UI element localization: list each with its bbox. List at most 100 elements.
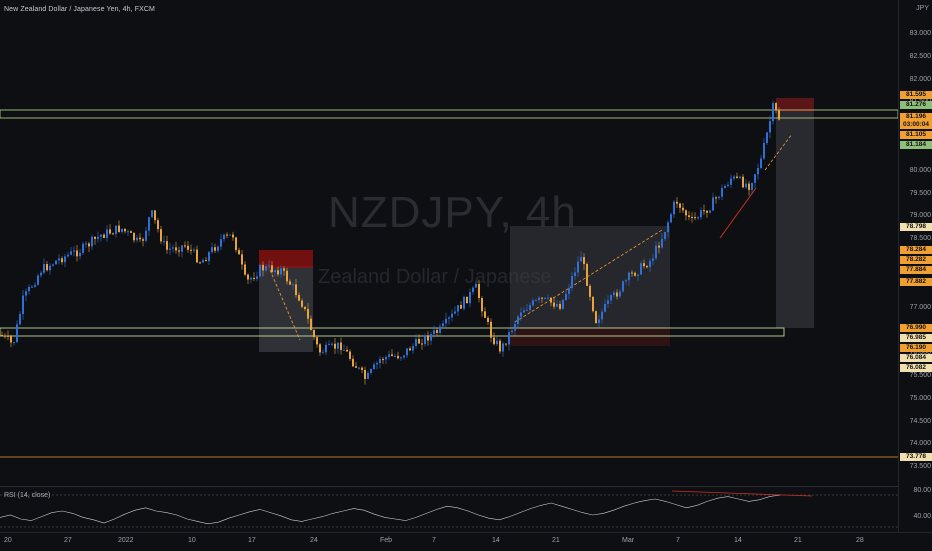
candle-body (766, 132, 768, 144)
candle-body (559, 304, 561, 309)
support-zone[interactable] (0, 327, 785, 337)
price-tag: 78.798 (900, 223, 932, 231)
candles-group (1, 100, 780, 385)
candle-body (85, 243, 87, 245)
price-tag: 76.990 (900, 324, 932, 332)
price-tag: 81.196 (900, 113, 932, 121)
price-tag: 77.884 (900, 266, 932, 274)
stop-loss-box[interactable] (259, 250, 313, 268)
candle-body (16, 324, 18, 343)
candle-body (304, 306, 306, 309)
candle-body (445, 318, 447, 324)
candle-body (520, 312, 522, 317)
trend-line-red[interactable] (719, 187, 757, 239)
candle-body (736, 176, 738, 178)
candle-body (547, 297, 549, 299)
candle-body (712, 197, 714, 211)
candle-body (319, 344, 321, 353)
time-tick: 17 (248, 537, 256, 544)
candle-body (727, 184, 729, 186)
candle-body (742, 176, 744, 188)
candle-body (475, 283, 477, 288)
price-tick: 75.000 (909, 394, 931, 402)
rsi-pane[interactable] (0, 486, 898, 533)
candle-body (241, 254, 243, 265)
candle-body (673, 201, 675, 215)
rsi-title: RSI (14, close) (4, 492, 51, 499)
candle-body (175, 247, 177, 251)
candle-body (685, 210, 687, 216)
candle-body (190, 249, 192, 251)
candle-body (292, 284, 294, 286)
candle-body (478, 283, 480, 299)
candle-body (133, 232, 135, 241)
resistance-zone[interactable] (0, 109, 898, 119)
target-box[interactable] (776, 98, 814, 112)
candle-body (166, 241, 168, 250)
rsi-level-80: 80.00 (913, 487, 931, 494)
price-tag: 81.184 (900, 141, 932, 149)
candle-body (130, 231, 132, 233)
price-tag: 78.282 (900, 256, 932, 264)
time-axis[interactable]: 20 27 2022 10 17 24 Feb 7 14 21 Mar 7 14 21 28 (0, 532, 932, 551)
projection-dashed-line[interactable] (764, 133, 793, 171)
rsi-canvas[interactable] (0, 487, 898, 533)
candle-body (691, 216, 693, 218)
candle-body (754, 174, 756, 183)
candle-body (169, 248, 171, 250)
range-box[interactable] (510, 226, 670, 328)
candle-body (70, 251, 72, 255)
candles-canvas[interactable] (0, 0, 898, 482)
candle-body (472, 287, 474, 293)
candle-body (217, 246, 219, 251)
candle-body (13, 342, 15, 344)
candle-body (250, 277, 252, 280)
candle-body (694, 217, 696, 219)
candle-body (55, 260, 57, 265)
candle-body (226, 234, 228, 236)
candle-body (490, 321, 492, 338)
candle-body (508, 332, 510, 345)
candle-body (184, 245, 186, 247)
support-zone-box[interactable] (510, 328, 670, 346)
candle-body (247, 274, 249, 280)
candle-body (544, 297, 546, 299)
candle-body (277, 270, 279, 275)
candle-body (349, 351, 351, 359)
candle-body (622, 281, 624, 292)
candle-body (421, 343, 423, 345)
time-tick: 7 (676, 537, 680, 544)
uptrend-dashed-line[interactable] (514, 229, 663, 323)
candle-body (244, 264, 246, 275)
candle-body (523, 310, 525, 313)
candle-body (469, 292, 471, 304)
candle-body (316, 337, 318, 345)
candle-body (136, 237, 138, 241)
price-axis[interactable]: JPY 83.00082.50082.00081.50081.00080.500… (898, 0, 932, 532)
long-position-box[interactable] (776, 112, 814, 328)
time-tick: 24 (310, 537, 318, 544)
candle-body (550, 297, 552, 303)
downtrend-dashed-line[interactable] (269, 269, 301, 341)
candle-body (409, 348, 411, 351)
candle-body (355, 366, 357, 368)
candle-body (376, 362, 378, 365)
candle-body (262, 264, 264, 271)
candle-body (199, 262, 201, 264)
time-tick: 21 (552, 537, 560, 544)
time-tick: 14 (492, 537, 500, 544)
candle-body (577, 261, 579, 273)
candle-body (634, 272, 636, 276)
candle-body (739, 176, 741, 178)
candle-body (109, 229, 111, 234)
candle-body (139, 237, 141, 240)
candle-body (745, 183, 747, 188)
candle-body (148, 217, 150, 231)
time-tick: 27 (64, 537, 72, 544)
candle-body (10, 336, 12, 343)
candle-body (388, 354, 390, 357)
price-tick: 79.500 (909, 189, 931, 197)
time-tick: 2022 (118, 537, 134, 544)
price-tick: 79.000 (909, 212, 931, 220)
price-chart[interactable]: New Zealand Dollar / Japanese Yen, 4h, F… (0, 0, 898, 482)
